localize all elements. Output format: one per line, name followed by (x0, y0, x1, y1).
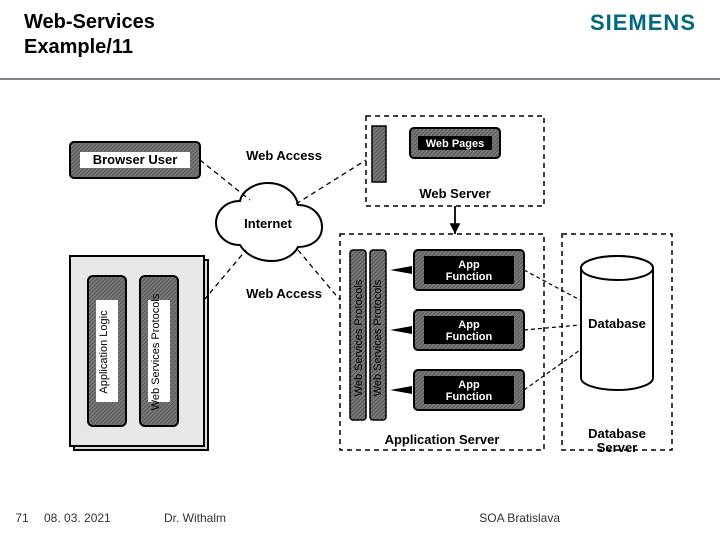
footer-date: 08. 03. 2021 (44, 511, 164, 525)
small-connectors (390, 266, 412, 394)
slide-header: Web-Services Example/11 SIEMENS (0, 0, 720, 76)
wsp-label-1: Web Services Protocols (353, 279, 365, 396)
browser-user-label: Browser User (93, 152, 178, 167)
title-line1: Web-Services (24, 11, 155, 33)
app-function-1: App Function (414, 250, 524, 290)
browser-user-box: Browser User (70, 142, 200, 178)
svg-text:Function: Function (446, 271, 493, 283)
page-number: 71 (0, 511, 44, 525)
app-function-2: App Function (414, 310, 524, 350)
architecture-diagram: Browser User Internet Web Access Web Acc… (40, 100, 680, 470)
database-label: Database (588, 316, 646, 331)
svg-text:Function: Function (446, 391, 493, 403)
app-logic-label: Application Logic (98, 310, 110, 394)
web-pages-label: Web Pages (426, 138, 485, 150)
edges-app-db (524, 270, 580, 390)
internet-label: Internet (244, 216, 292, 231)
header-divider (0, 78, 720, 80)
siemens-logo: SIEMENS (590, 10, 696, 36)
db-server-label-l1: Database (588, 426, 646, 441)
slide-footer: 71 08. 03. 2021 Dr. Withalm SOA Bratisla… (0, 496, 720, 540)
footer-author: Dr. Withalm (164, 511, 344, 525)
app-server-container: Application Server Web Services Protocol… (340, 234, 544, 450)
svg-text:App: App (458, 259, 480, 271)
app-server-label: Application Server (385, 432, 500, 447)
slide: Web-Services Example/11 SIEMENS Browser … (0, 0, 720, 540)
svg-text:Function: Function (446, 331, 493, 343)
internet-cloud: Internet (216, 183, 322, 261)
svg-text:App: App (458, 379, 480, 391)
diagram-svg: Browser User Internet Web Access Web Acc… (40, 100, 680, 470)
slide-title: Web-Services Example/11 (24, 10, 155, 60)
app-function-3: App Function (414, 370, 524, 410)
left-app-block: Application Logic Web Services Protocols (70, 256, 208, 450)
svg-text:App: App (458, 319, 480, 331)
wsp-label-2: Web Services Protocols (372, 279, 384, 396)
footer-course: SOA Bratislava (479, 511, 560, 525)
web-server-label: Web Server (419, 186, 490, 201)
web-server-container: Web Server Web Pages (366, 116, 544, 206)
ws-proto-left-label: Web Services Protocols (150, 293, 162, 410)
title-line2: Example/11 (24, 36, 133, 58)
db-server-container: Database Server Database (562, 234, 672, 455)
web-access-top: Web Access (246, 148, 322, 163)
db-server-label-l2: Server (597, 440, 637, 455)
web-access-bottom: Web Access (246, 286, 322, 301)
